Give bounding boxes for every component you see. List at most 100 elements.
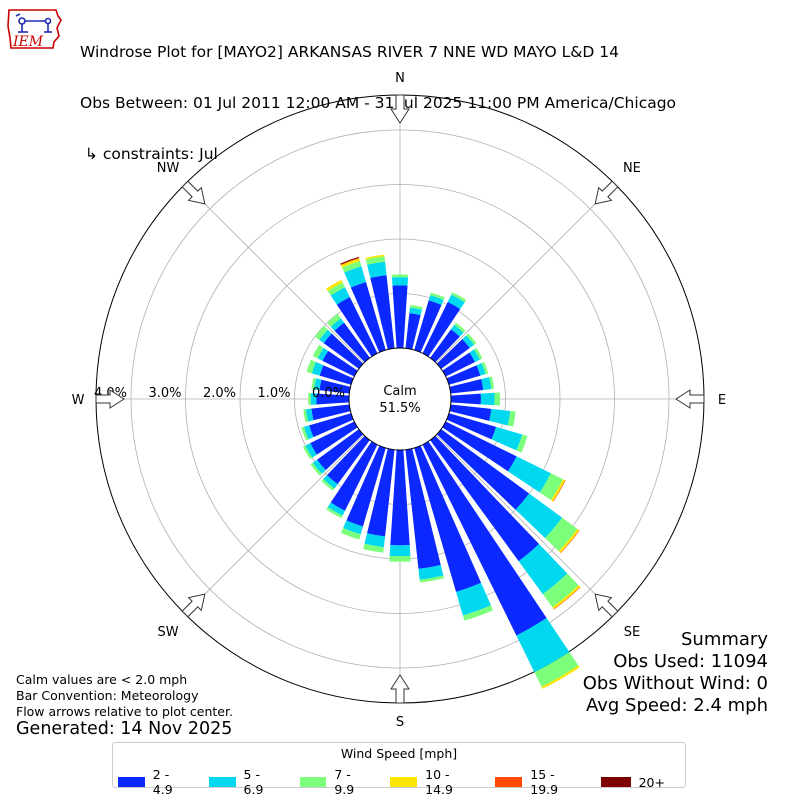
windrose-bar-segment <box>317 429 364 471</box>
windrose-bar-segment <box>489 376 495 390</box>
windrose-bar-segment <box>447 294 465 310</box>
windrose-bar-segment <box>340 257 360 266</box>
legend-label: 20+ <box>638 774 665 790</box>
calm-circle <box>348 347 452 451</box>
radial-tick-label: 0.0% <box>312 386 345 401</box>
windrose-bar-segment <box>507 410 516 427</box>
calm-note: Calm values are < 2.0 mph <box>16 672 188 687</box>
radial-tick-label: 1.0% <box>257 386 290 401</box>
windrose-bar-segment <box>544 517 578 552</box>
grid-spoke <box>435 183 616 364</box>
windrose-bar-segment <box>391 277 409 286</box>
windrose-bar-segment <box>391 274 409 278</box>
windrose-bar-segment <box>326 507 343 519</box>
windrose-bar-segment <box>305 443 317 458</box>
calm-percent: 51.5% <box>379 401 420 416</box>
logo-text: IEM <box>12 34 44 50</box>
windrose-bar-segment <box>330 318 345 331</box>
windrose-bar-segment <box>308 392 312 406</box>
windrose-bar-segment <box>558 528 580 553</box>
legend-item: 7 - 9.9 <box>299 767 371 797</box>
windrose-bar-segment <box>430 329 460 363</box>
windrose-bar-segment <box>330 287 350 305</box>
flow-arrow-icon <box>675 389 705 409</box>
windrose-bar-segment <box>319 365 354 385</box>
windrose-bar-segment <box>462 605 494 621</box>
windrose-bar-segment <box>469 349 480 363</box>
windrose-bar-segment <box>430 292 445 300</box>
windrose-bar-segment <box>516 618 570 673</box>
iem-logo: IEM <box>7 9 62 50</box>
windrose-bar-segment <box>430 435 540 562</box>
summary-box: Summary Obs Used: 11094 Obs Without Wind… <box>583 629 768 717</box>
windrose-bar-segment <box>350 281 386 353</box>
legend-swatch <box>299 777 327 787</box>
summary-obs-used: Obs Used: 11094 <box>613 651 768 672</box>
direction-label: S <box>396 715 404 730</box>
windrose-bar-segment <box>419 575 445 583</box>
windrose-bar-segment <box>518 543 568 595</box>
windrose-bar-segment <box>316 393 350 405</box>
windrose-bar-segment <box>312 459 326 474</box>
flow-arrow-shape <box>594 593 619 618</box>
windrose-bar-segment <box>326 435 370 485</box>
windrose-bar-segment <box>311 404 351 421</box>
flow-arrow-shape <box>181 180 206 205</box>
legend-item: 5 - 6.9 <box>208 767 280 797</box>
windrose-bar-segment <box>343 520 363 535</box>
windrose-bar-segment <box>311 361 324 376</box>
windrose-bar-segment <box>346 445 386 527</box>
legend-item: 15 - 19.9 <box>495 767 580 797</box>
windrose-bar-segment <box>303 409 309 423</box>
windrose-bar-segment <box>449 404 492 421</box>
windrose-bar-segment <box>334 322 370 363</box>
flow-arrow-shape <box>594 180 619 205</box>
flow-arrow-icon <box>95 389 125 409</box>
windrose-bar-segment <box>327 502 345 516</box>
summary-obs-without-wind: Obs Without Wind: 0 <box>582 673 768 694</box>
windrose-bar-segment <box>365 256 386 265</box>
windrose-bar-segment <box>312 344 324 359</box>
windrose-bar-segment <box>515 493 563 539</box>
legend-label: 2 - 4.9 <box>152 767 173 797</box>
windrose-bar-segment <box>323 475 338 489</box>
direction-label: E <box>718 393 726 408</box>
direction-label: W <box>72 393 85 408</box>
plot-notes: Calm values are < 2.0 mph Bar Convention… <box>16 672 233 720</box>
calm-label: Calm <box>383 384 416 399</box>
legend-swatch <box>390 777 418 787</box>
windrose-bar-segment <box>309 413 354 438</box>
windrose-bar-segment <box>466 333 477 345</box>
title-line-station: Windrose Plot for [MAYO2] ARKANSAS RIVER… <box>80 43 619 61</box>
windrose-bar-segment <box>516 434 528 453</box>
convention-note: Bar Convention: Meteorology <box>16 688 199 703</box>
windrose-bar-segment <box>491 426 523 451</box>
grid-spoke <box>184 183 365 364</box>
windrose-bar-segment <box>340 258 360 268</box>
windrose-bar-segment <box>414 445 482 592</box>
windrose-bar-segment <box>321 479 335 491</box>
windrose-bar-segment <box>422 301 461 357</box>
flow-arrow-icon <box>594 180 619 205</box>
flow-arrow-icon <box>390 674 410 704</box>
windrose-bar-segment <box>365 254 385 260</box>
windrose-bar-segment <box>462 335 475 348</box>
windrose-bar-segment <box>539 473 564 501</box>
windrose-bar-segment <box>342 261 362 273</box>
grid-spoke <box>184 434 365 615</box>
windrose-bar-segment <box>303 425 314 440</box>
windrose-bar-segment <box>418 564 444 580</box>
windrose-bar-segment <box>367 448 395 537</box>
windrose-bar-segment <box>489 408 511 426</box>
windrose-bar-segment <box>310 421 358 455</box>
flow-arrow-icon <box>594 593 619 618</box>
grid-spoke <box>435 434 616 615</box>
flow-arrow-shape <box>181 593 206 618</box>
wind-speed-legend: Wind Speed [mph] 2 - 4.9 5 - 6.9 7 - 9.9 10… <box>112 742 686 797</box>
windrose-bar-segment <box>389 555 411 562</box>
windrose-bar-segment <box>436 339 470 369</box>
windrose-bar-segment <box>409 307 422 316</box>
flow-arrow-shape <box>390 94 410 124</box>
windrose-bar-segment <box>330 441 378 511</box>
